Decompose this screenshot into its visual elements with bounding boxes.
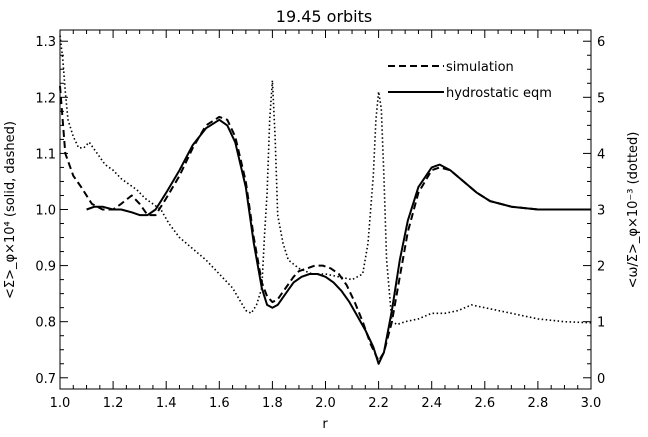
x-tick-label: 2.0 xyxy=(315,396,336,411)
y-left-tick-label: 1.2 xyxy=(35,91,56,106)
x-tick-label: 2.8 xyxy=(528,396,549,411)
y-left-tick-label: 1.3 xyxy=(35,35,56,50)
x-tick-label: 2.4 xyxy=(421,396,442,411)
x-tick-label: 2.6 xyxy=(474,396,495,411)
series-line-dotted xyxy=(59,35,592,326)
x-tick-label: 3.0 xyxy=(581,396,602,411)
legend-label: simulation xyxy=(446,60,514,75)
x-tick-label: 2.2 xyxy=(368,396,389,411)
y-right-tick-label: 2 xyxy=(597,260,605,275)
x-tick-label: 1.6 xyxy=(209,396,230,411)
y-right-tick-label: 6 xyxy=(597,35,605,50)
y-right-tick-label: 1 xyxy=(597,316,605,331)
y-axis-left-label: <Σ>_φ×10⁴ (solid, dashed) xyxy=(3,121,18,299)
y-right-tick-label: 3 xyxy=(597,204,605,219)
y-axis-right-label: <ω/Σ>_φ×10⁻³ (dotted) xyxy=(626,132,641,289)
x-tick-label: 1.2 xyxy=(103,396,124,411)
x-tick-label: 1.8 xyxy=(262,396,283,411)
x-tick-label: 1.4 xyxy=(156,396,177,411)
y-right-tick-label: 4 xyxy=(597,147,605,162)
y-left-tick-label: 1.1 xyxy=(35,147,56,162)
legend: simulation hydrostatic eqm xyxy=(388,60,552,101)
y-left-tick-label: 1.0 xyxy=(35,204,56,219)
legend-label: hydrostatic eqm xyxy=(446,86,552,101)
y-right-tick-label: 0 xyxy=(597,372,605,387)
series-layer xyxy=(59,35,592,365)
series-line-solid xyxy=(86,118,591,365)
x-axis-label: r xyxy=(322,417,328,432)
y-left-tick-label: 0.9 xyxy=(35,260,56,275)
y-right-tick-label: 5 xyxy=(597,91,605,106)
x-tick-label: 1.0 xyxy=(50,396,71,411)
series-line-dashed xyxy=(59,86,591,362)
axis-ticks: 1.0 1.2 1.4 1.6 1.8 2.0 2.2 2.4 2.6 2.8 3.0 0.7 0.8 0… xyxy=(35,30,605,411)
y-left-tick-label: 0.7 xyxy=(35,372,56,387)
chart-title: 19.45 orbits xyxy=(276,7,372,26)
y-left-tick-label: 0.8 xyxy=(35,316,56,331)
plot-frame xyxy=(59,29,592,390)
